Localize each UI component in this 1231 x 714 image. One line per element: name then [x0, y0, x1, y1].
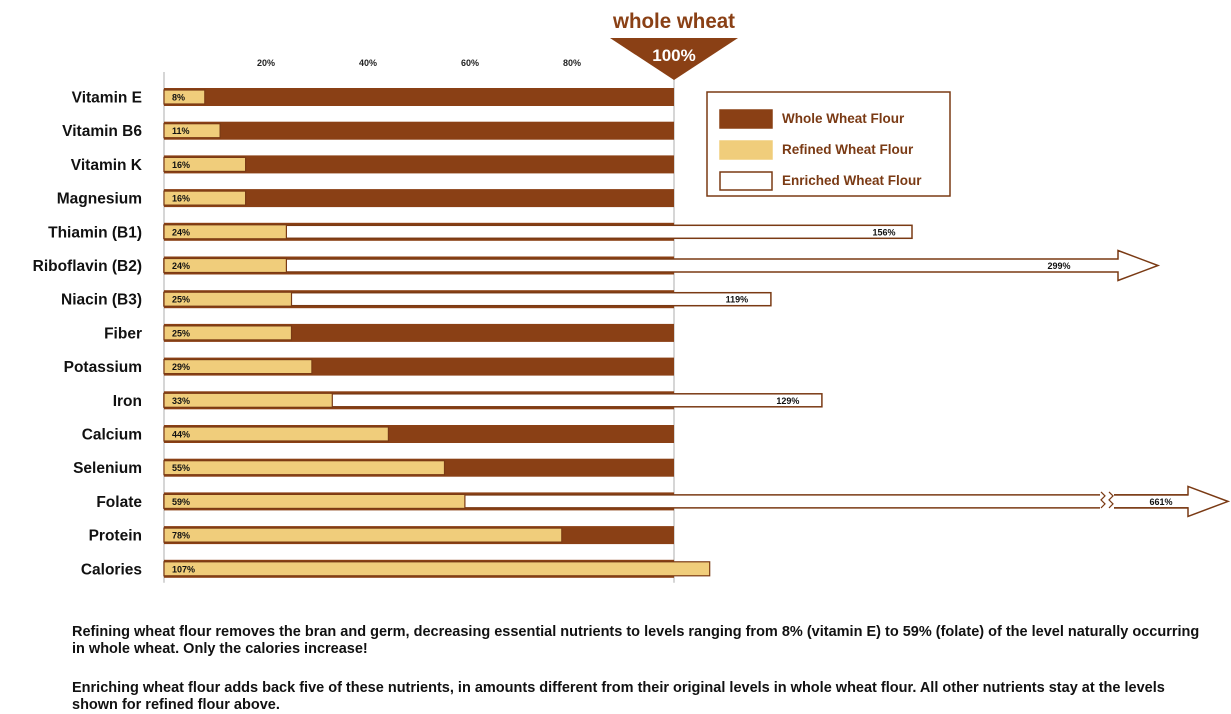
- category-label: Fiber: [104, 325, 142, 342]
- whole-wheat-marker: whole wheat 100%: [610, 10, 738, 80]
- category-label: Iron: [113, 393, 142, 410]
- legend-label: Refined Wheat Flour: [782, 142, 914, 157]
- refined-value-label: 59%: [172, 497, 190, 507]
- x-tick-label: 60%: [461, 58, 479, 68]
- legend-swatch: [719, 171, 773, 191]
- category-row: Iron 129% 33%: [113, 391, 823, 410]
- category-row: Protein 78%: [89, 526, 674, 545]
- refined-bar: [163, 493, 466, 509]
- refined-value-label: 25%: [172, 295, 190, 305]
- category-label: Thiamin (B1): [48, 224, 142, 241]
- legend-swatch: [719, 109, 773, 129]
- refined-bar: [163, 561, 711, 577]
- marker-100-label: 100%: [652, 46, 695, 65]
- marker-triangle: [610, 38, 738, 80]
- category-row: Vitamin E 8%: [72, 88, 674, 107]
- refined-bar: [163, 257, 288, 274]
- category-label: Magnesium: [57, 191, 142, 208]
- refined-value-label: 8%: [172, 93, 185, 103]
- x-axis-ticks: 20% 40% 60% 80%: [257, 58, 581, 68]
- refined-value-label: 78%: [172, 531, 190, 541]
- legend-swatch: [719, 140, 773, 160]
- category-row: Vitamin K 16%: [71, 155, 674, 174]
- refined-bar: [163, 359, 313, 375]
- refined-bar: [163, 426, 389, 442]
- refined-bar: [163, 123, 221, 139]
- category-row: Magnesium 16%: [57, 189, 674, 208]
- refined-bar: [163, 527, 563, 543]
- category-label: Riboflavin (B2): [33, 258, 142, 275]
- caption-refining-note: Refining wheat flour removes the bran an…: [72, 624, 1200, 657]
- category-row: Vitamin B6 11%: [62, 121, 674, 140]
- legend: Whole Wheat Flour Refined Wheat Flour Enri…: [706, 91, 951, 197]
- refined-bar: [163, 460, 446, 476]
- category-label: Vitamin B6: [62, 123, 142, 140]
- category-row: Thiamin (B1) 156% 24%: [48, 222, 913, 241]
- x-tick-label: 20%: [257, 58, 275, 68]
- refined-bar: [163, 224, 288, 240]
- category-row: Fiber 25%: [104, 323, 674, 342]
- category-row: Selenium 55%: [73, 458, 674, 477]
- category-label: Calcium: [82, 427, 142, 444]
- whole-wheat-bar: [164, 189, 674, 208]
- category-row: Calcium 44%: [82, 425, 674, 444]
- enriched-value-label: 119%: [726, 295, 749, 305]
- axis-break-mark: [1100, 491, 1106, 509]
- refined-value-label: 33%: [172, 396, 190, 406]
- x-tick-label: 80%: [563, 58, 581, 68]
- refined-value-label: 107%: [172, 564, 195, 574]
- refined-value-label: 29%: [172, 362, 190, 372]
- enriched-value-label: 129%: [776, 396, 799, 406]
- refined-value-label: 16%: [172, 194, 190, 204]
- caption-enriching-note: Enriching wheat flour adds back five of …: [72, 680, 1165, 713]
- enriched-arrow-bar: [163, 249, 1161, 282]
- category-label: Vitamin E: [72, 90, 142, 107]
- category-row: Calories 107%: [81, 559, 711, 578]
- axis-break-mark: [1108, 491, 1114, 509]
- category-label: Vitamin K: [71, 157, 143, 174]
- category-row: Riboflavin (B2) 299% 24%: [33, 249, 1161, 282]
- category-label: Folate: [96, 494, 142, 511]
- category-label: Potassium: [64, 359, 142, 376]
- legend-label: Enriched Wheat Flour: [782, 173, 922, 188]
- refined-bar: [163, 291, 293, 307]
- refined-bar: [163, 190, 247, 206]
- refined-bar: [163, 156, 247, 172]
- legend-label: Whole Wheat Flour: [782, 111, 905, 126]
- refined-value-label: 11%: [172, 126, 190, 136]
- refined-bar: [163, 325, 293, 341]
- enriched-value-label: 299%: [1047, 261, 1070, 271]
- refined-bar: [163, 392, 333, 408]
- refined-value-label: 16%: [172, 160, 190, 170]
- enriched-value-label: 156%: [872, 227, 895, 237]
- category-label: Niacin (B3): [61, 292, 142, 309]
- whole-wheat-bar: [164, 121, 674, 140]
- refined-value-label: 44%: [172, 430, 190, 440]
- whole-wheat-bar: [164, 155, 674, 174]
- refined-value-label: 24%: [172, 261, 190, 271]
- refined-value-label: 25%: [172, 328, 190, 338]
- refined-value-label: 55%: [172, 463, 190, 473]
- x-tick-label: 40%: [359, 58, 377, 68]
- category-row: Niacin (B3) 119% 25%: [61, 290, 772, 309]
- refined-value-label: 24%: [172, 227, 190, 237]
- category-label: Calories: [81, 561, 142, 578]
- category-label: Selenium: [73, 460, 142, 477]
- whole-wheat-label: whole wheat: [612, 10, 735, 33]
- category-row: Folate 661% 59%: [96, 485, 1231, 518]
- category-label: Protein: [89, 528, 142, 545]
- refined-bar: [163, 89, 206, 105]
- enriched-value-label: 661%: [1149, 497, 1172, 507]
- category-row: Potassium 29%: [64, 357, 674, 376]
- whole-wheat-bar: [164, 88, 674, 106]
